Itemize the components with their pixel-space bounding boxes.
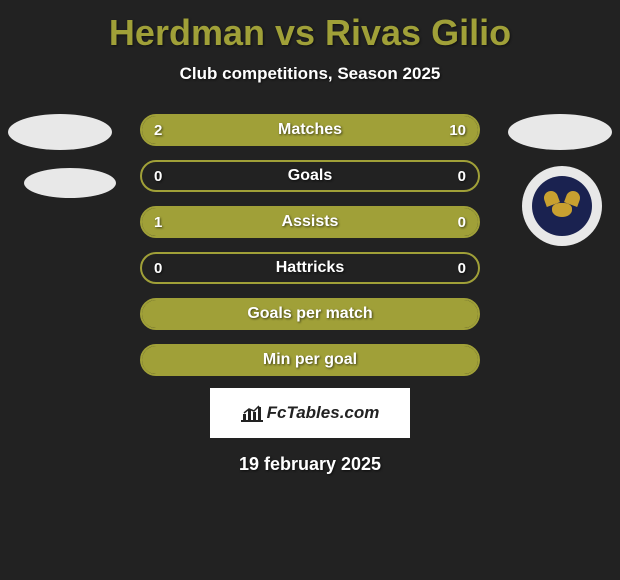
stat-label: Assists <box>142 208 478 236</box>
stat-label: Hattricks <box>142 254 478 282</box>
stat-bars-container: 210Matches 00Goals 10Assists 00Hattricks Goa… <box>140 114 480 376</box>
stat-label: Goals <box>142 162 478 190</box>
right-club-crest <box>522 166 602 246</box>
comparison-content: 210Matches 00Goals 10Assists 00Hattricks Goa… <box>0 114 620 475</box>
page-subtitle: Club competitions, Season 2025 <box>0 64 620 84</box>
pumas-crest-icon <box>532 176 592 236</box>
stat-label: Goals per match <box>142 300 478 328</box>
stat-bar: 00Goals <box>140 160 480 192</box>
stat-bar: Goals per match <box>140 298 480 330</box>
left-player-photo-placeholder <box>8 114 112 150</box>
page-title: Herdman vs Rivas Gilio <box>0 0 620 54</box>
stat-label: Matches <box>142 116 478 144</box>
stat-bar: 00Hattricks <box>140 252 480 284</box>
stat-bar: Min per goal <box>140 344 480 376</box>
right-player-photo-placeholder <box>508 114 612 150</box>
stat-bar: 210Matches <box>140 114 480 146</box>
watermark-text: FcTables.com <box>267 403 380 423</box>
fctables-watermark: FcTables.com <box>210 388 410 438</box>
stat-bar: 10Assists <box>140 206 480 238</box>
left-club-crest-placeholder <box>24 168 116 198</box>
comparison-date: 19 february 2025 <box>0 454 620 475</box>
chart-icon <box>241 404 263 422</box>
stat-label: Min per goal <box>142 346 478 374</box>
